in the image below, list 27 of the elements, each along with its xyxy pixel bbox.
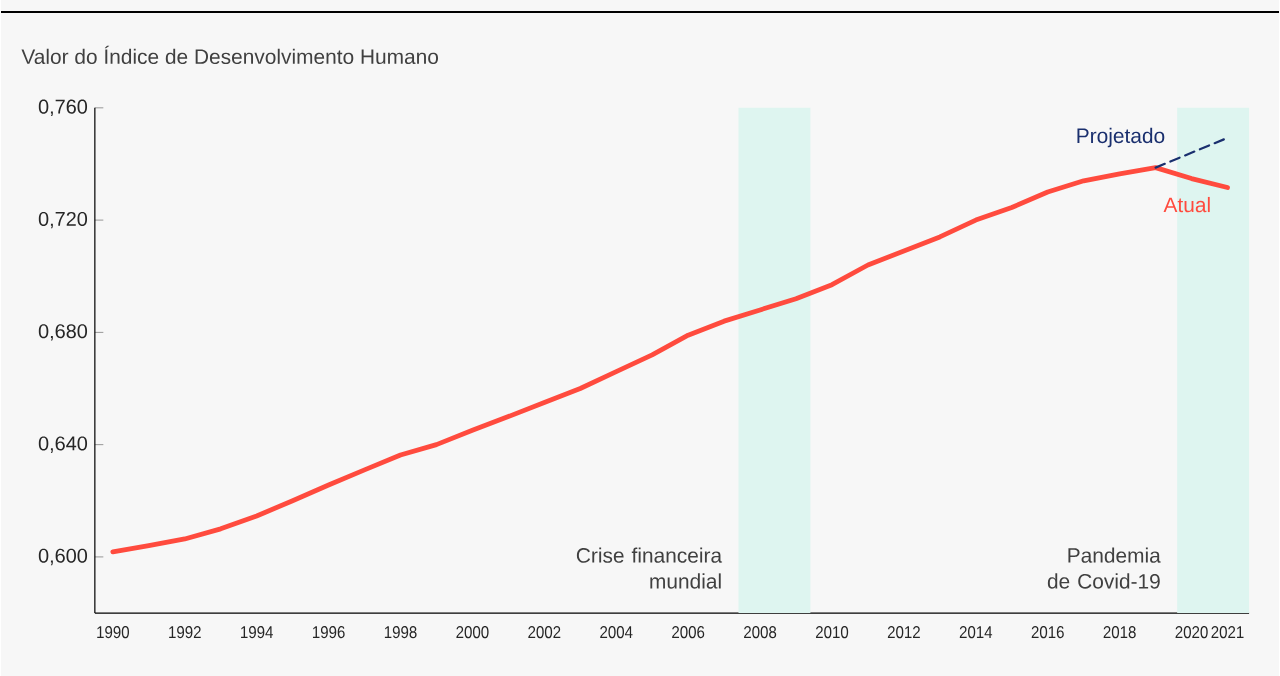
y-tick-label: 0,600 [38,548,88,566]
x-tick-label: 2016 [1031,626,1064,639]
series-label: Atual [1163,196,1210,213]
x-tick-label: 1994 [241,626,273,639]
x-tick-label: 2018 [1103,626,1136,639]
y-tick-label: 0,640 [38,436,88,453]
x-tick-label: 1990 [97,626,129,639]
x-tick-label: 2012 [887,626,920,639]
x-tick-label: 1996 [312,626,345,639]
y-tick-label: 0,680 [38,324,88,341]
band-label: Crise financeira mundial [576,547,723,589]
x-tick-label: 1992 [169,626,201,639]
x-tick-label: 2010 [815,626,849,639]
series-label: Projetado [1077,127,1165,148]
x-tick-label: 2014 [959,626,993,639]
x-tick-label: 2006 [672,626,705,639]
band-label: Pandemia de Covid-19 [1047,547,1161,589]
y-tick-label: 0,720 [38,211,88,229]
x-tick-label: 1998 [384,626,417,639]
x-tick-label: 2002 [528,626,561,639]
x-tick-label: 2020 [1175,626,1208,639]
x-tick-label: 2004 [600,626,633,639]
y-tick-label: 0,760 [38,99,88,117]
x-tick-label: 2021 [1211,626,1244,639]
y-axis-title: Valor do Índice de Desenvolvimento Humano [21,45,439,65]
x-tick-label: 2008 [744,626,777,639]
x-tick-label: 2000 [456,626,489,639]
